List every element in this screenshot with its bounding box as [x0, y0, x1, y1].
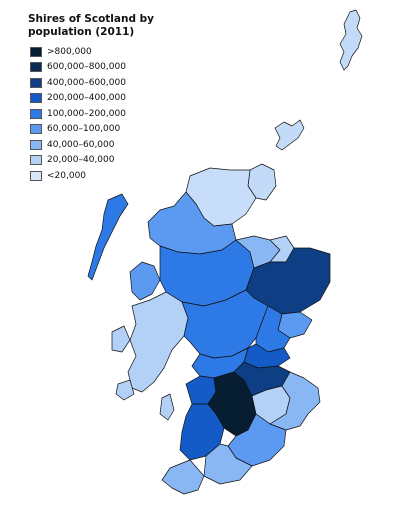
legend-swatch: [30, 62, 42, 73]
legend-label: 100,000–200,000: [47, 108, 126, 119]
legend-item: 60,000–100,000: [30, 122, 126, 138]
region-orkney: [274, 119, 305, 151]
legend-label: >800,000: [47, 46, 92, 57]
legend-label: 60,000–100,000: [47, 124, 121, 135]
legend-swatch: [30, 124, 42, 135]
legend-item: 400,000–600,000: [30, 75, 126, 91]
legend-swatch: [30, 139, 42, 150]
legend-item: <20,000: [30, 168, 126, 184]
legend-label: 600,000–800,000: [47, 62, 126, 73]
region-skye: [129, 261, 161, 301]
region-islay: [115, 379, 135, 401]
legend-label: 40,000–60,000: [47, 139, 115, 150]
legend-swatch: [30, 46, 42, 57]
legend-title: Shires of Scotland by population (2011): [28, 13, 154, 38]
legend-swatch: [30, 77, 42, 88]
legend-item: 200,000–400,000: [30, 91, 126, 107]
legend-item: 600,000–800,000: [30, 60, 126, 76]
legend-item: 100,000–200,000: [30, 106, 126, 122]
region-wigtown: [161, 459, 205, 495]
region-perthshire: [181, 289, 269, 359]
region-argyll: [127, 291, 189, 393]
legend-item: 20,000–40,000: [30, 153, 126, 169]
legend-swatch: [30, 170, 42, 181]
legend-label: 400,000–600,000: [47, 77, 126, 88]
legend-swatch: [30, 155, 42, 166]
region-kirkcudbright: [203, 443, 253, 485]
region-inner-hebrides: [111, 325, 131, 353]
legend-item: >800,000: [30, 44, 126, 60]
legend-item: 40,000–60,000: [30, 137, 126, 153]
legend-label: 20,000–40,000: [47, 155, 115, 166]
legend-swatch: [30, 93, 42, 104]
legend-label: 200,000–400,000: [47, 93, 126, 104]
region-shetland: [339, 9, 363, 71]
region-borders: [269, 371, 321, 431]
region-bute: [159, 393, 175, 421]
legend-label: <20,000: [47, 170, 87, 181]
legend-swatch: [30, 108, 42, 119]
region-outer-hebrides: [87, 193, 129, 281]
legend: >800,000 600,000–800,000 400,000–600,000 20…: [30, 44, 126, 184]
